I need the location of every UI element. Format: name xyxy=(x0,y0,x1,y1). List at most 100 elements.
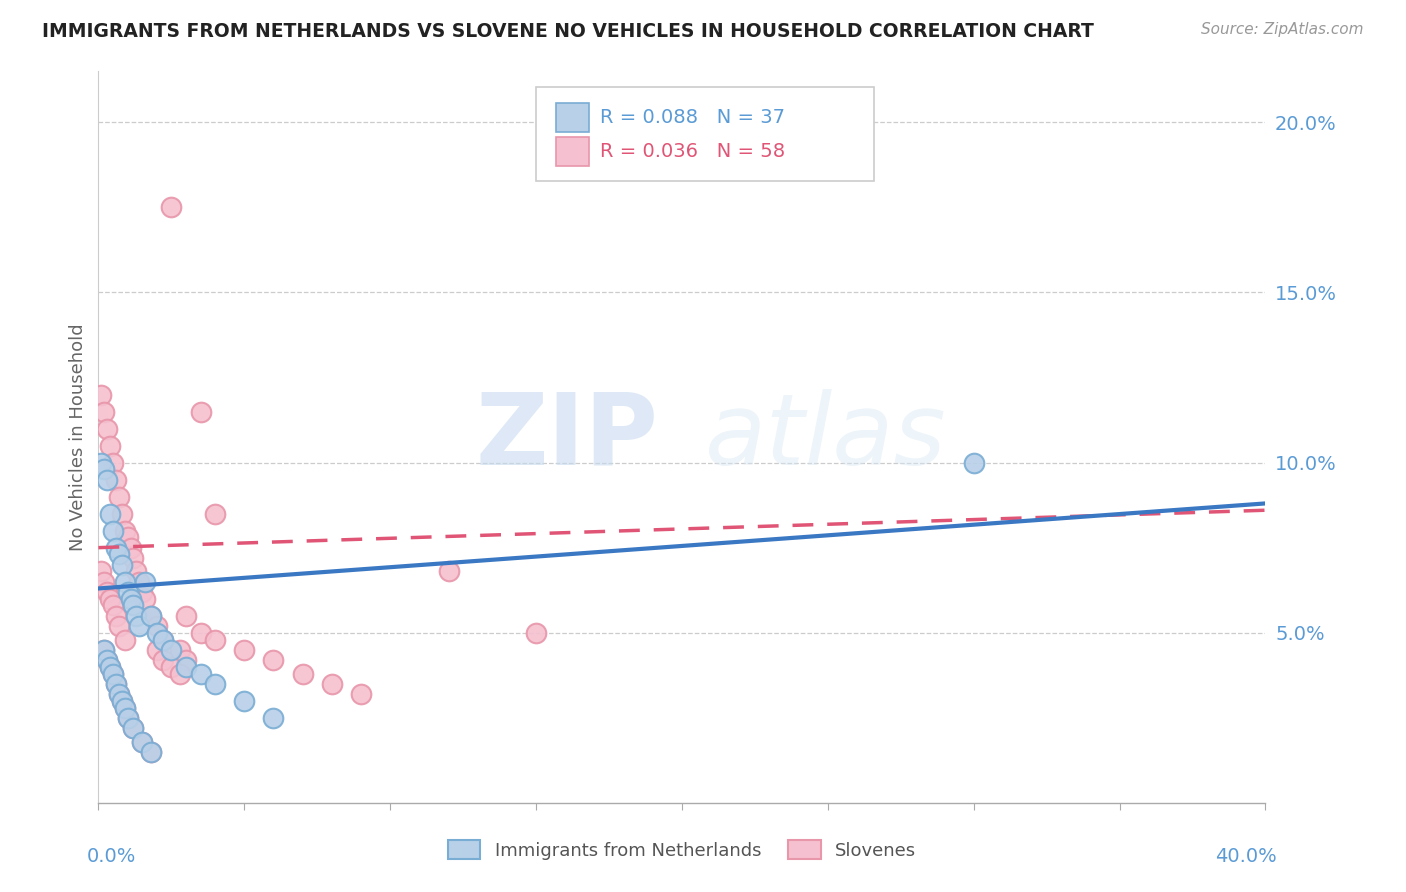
Point xyxy=(98,591,121,606)
Point xyxy=(93,404,115,418)
Legend: Immigrants from Netherlands, Slovenes: Immigrants from Netherlands, Slovenes xyxy=(440,832,924,867)
Point xyxy=(146,642,169,657)
Point xyxy=(321,677,343,691)
Point xyxy=(90,456,112,470)
Point xyxy=(120,591,142,606)
Point xyxy=(146,619,169,633)
Point xyxy=(131,585,153,599)
Point xyxy=(117,711,139,725)
Text: ZIP: ZIP xyxy=(475,389,658,485)
Text: R = 0.088   N = 37: R = 0.088 N = 37 xyxy=(600,108,785,127)
Text: 0.0%: 0.0% xyxy=(87,847,136,866)
Point xyxy=(152,653,174,667)
Point xyxy=(114,632,136,647)
Point xyxy=(96,653,118,667)
Point xyxy=(114,700,136,714)
Point xyxy=(101,524,124,538)
Point xyxy=(96,421,118,435)
Point xyxy=(134,591,156,606)
Point xyxy=(291,666,314,681)
Point xyxy=(104,608,127,623)
Point xyxy=(962,456,984,470)
Point xyxy=(104,541,127,555)
Point xyxy=(437,565,460,579)
Point xyxy=(139,608,162,623)
FancyBboxPatch shape xyxy=(536,87,875,181)
Point xyxy=(101,666,124,681)
FancyBboxPatch shape xyxy=(555,103,589,132)
Point xyxy=(117,531,139,545)
Point xyxy=(111,694,134,708)
Point xyxy=(139,745,162,759)
Point xyxy=(139,608,162,623)
Point xyxy=(122,599,145,613)
Point xyxy=(169,666,191,681)
Point xyxy=(160,659,183,673)
Point xyxy=(96,473,118,487)
Point xyxy=(174,653,197,667)
Point xyxy=(98,439,121,453)
Point xyxy=(108,490,131,504)
Point xyxy=(122,721,145,735)
Point xyxy=(128,619,150,633)
Point xyxy=(108,687,131,701)
Point xyxy=(131,734,153,748)
Text: R = 0.036   N = 58: R = 0.036 N = 58 xyxy=(600,143,786,161)
Point xyxy=(190,404,212,418)
Point xyxy=(152,632,174,647)
Point xyxy=(93,462,115,476)
Point xyxy=(134,574,156,589)
Point xyxy=(204,677,226,691)
Point xyxy=(117,585,139,599)
Point xyxy=(108,687,131,701)
Point xyxy=(139,745,162,759)
Point xyxy=(96,653,118,667)
Point xyxy=(204,507,226,521)
Text: Source: ZipAtlas.com: Source: ZipAtlas.com xyxy=(1201,22,1364,37)
Point xyxy=(114,524,136,538)
Point xyxy=(120,541,142,555)
Point xyxy=(93,574,115,589)
Point xyxy=(152,632,174,647)
Point xyxy=(190,625,212,640)
Point xyxy=(98,507,121,521)
Point xyxy=(122,721,145,735)
Point xyxy=(111,558,134,572)
Point xyxy=(128,574,150,589)
Point xyxy=(350,687,373,701)
Point xyxy=(101,666,124,681)
Text: 40.0%: 40.0% xyxy=(1215,847,1277,866)
Point xyxy=(262,653,284,667)
Point xyxy=(233,694,256,708)
Point xyxy=(104,677,127,691)
Point xyxy=(262,711,284,725)
Point xyxy=(122,550,145,565)
Point xyxy=(160,642,183,657)
Point xyxy=(101,599,124,613)
Point xyxy=(104,677,127,691)
Point xyxy=(111,507,134,521)
Point xyxy=(93,642,115,657)
FancyBboxPatch shape xyxy=(555,137,589,167)
Point xyxy=(174,659,197,673)
Point xyxy=(131,734,153,748)
Point xyxy=(524,625,547,640)
Text: atlas: atlas xyxy=(706,389,946,485)
Point xyxy=(98,659,121,673)
Y-axis label: No Vehicles in Household: No Vehicles in Household xyxy=(69,323,87,551)
Point xyxy=(111,694,134,708)
Point xyxy=(204,632,226,647)
Point xyxy=(174,608,197,623)
Point xyxy=(125,608,148,623)
Point xyxy=(125,565,148,579)
Point xyxy=(169,642,191,657)
Point xyxy=(93,642,115,657)
Point xyxy=(108,619,131,633)
Point xyxy=(101,456,124,470)
Point xyxy=(117,711,139,725)
Text: IMMIGRANTS FROM NETHERLANDS VS SLOVENE NO VEHICLES IN HOUSEHOLD CORRELATION CHAR: IMMIGRANTS FROM NETHERLANDS VS SLOVENE N… xyxy=(42,22,1094,41)
Point xyxy=(98,659,121,673)
Point xyxy=(90,387,112,401)
Point xyxy=(104,473,127,487)
Point xyxy=(114,700,136,714)
